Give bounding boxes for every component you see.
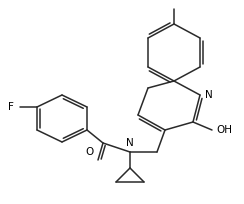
Text: O: O (86, 147, 94, 157)
Text: N: N (126, 138, 134, 148)
Text: N: N (205, 90, 213, 100)
Text: F: F (8, 102, 14, 112)
Text: OH: OH (216, 125, 232, 135)
